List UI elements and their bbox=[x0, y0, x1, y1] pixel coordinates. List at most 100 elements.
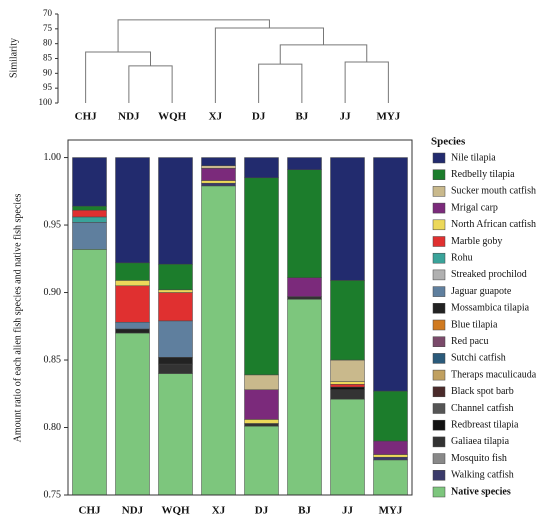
legend-label: Jaguar guapote bbox=[451, 286, 512, 297]
bar-segment bbox=[115, 332, 150, 496]
legend-swatch bbox=[432, 303, 446, 314]
legend-swatch bbox=[432, 252, 446, 264]
bar-segment bbox=[115, 321, 150, 330]
bar-segment bbox=[330, 398, 365, 496]
bar-segment bbox=[287, 299, 322, 496]
bar-segment bbox=[158, 320, 193, 358]
legend-title: Species bbox=[431, 136, 466, 148]
legend-swatch bbox=[432, 453, 446, 464]
bar-segment bbox=[72, 249, 107, 496]
y-tick-label: 70 bbox=[43, 8, 53, 18]
leaf-label: WQH bbox=[158, 111, 187, 123]
bar-segment bbox=[244, 419, 279, 424]
bar-segment bbox=[244, 389, 279, 420]
x-tick-label: CHJ bbox=[79, 505, 102, 517]
dendrogram-link bbox=[128, 65, 173, 103]
legend-swatch bbox=[432, 152, 446, 164]
legend-label: North African catfish bbox=[451, 219, 536, 230]
y-tick-label: 0.75 bbox=[44, 489, 62, 500]
bar-segment bbox=[244, 157, 279, 179]
y-tick-label: 0.90 bbox=[44, 287, 62, 298]
bar-segment bbox=[158, 292, 193, 322]
leaf-label: NDJ bbox=[118, 111, 140, 123]
bar-segment bbox=[373, 157, 408, 392]
bar-segment bbox=[201, 165, 236, 169]
leaf-label: XJ bbox=[209, 111, 223, 123]
x-tick-label: WQH bbox=[161, 505, 190, 517]
bar-segment bbox=[115, 262, 150, 281]
legend-label: Rohu bbox=[451, 252, 473, 263]
legend-swatch bbox=[432, 169, 446, 180]
bar-segment bbox=[287, 277, 322, 297]
dendrogram-link bbox=[85, 51, 151, 103]
legend-label: Nile tilapia bbox=[451, 152, 496, 163]
x-tick-label: MYJ bbox=[379, 505, 403, 517]
bar-segment bbox=[330, 384, 365, 388]
legend-label: Streaked prochilod bbox=[451, 269, 527, 280]
plot-frame bbox=[67, 139, 413, 496]
legend-swatch bbox=[432, 186, 446, 197]
bar-segment bbox=[244, 177, 279, 376]
legend-swatch bbox=[432, 470, 446, 481]
x-tick-label: BJ bbox=[298, 505, 311, 517]
bar-y-label: Amount ratio of each alien fish species … bbox=[12, 193, 23, 442]
legend-label: Red pacu bbox=[451, 336, 489, 347]
legend-swatch bbox=[432, 202, 446, 214]
bar-segment bbox=[201, 185, 236, 496]
legend-swatch bbox=[432, 403, 446, 414]
y-tick-label: 85 bbox=[43, 53, 53, 63]
leaf-label: BJ bbox=[295, 111, 308, 123]
bar-segment bbox=[158, 157, 193, 265]
legend-label: Sucker mouth catfish bbox=[451, 186, 536, 197]
dendrogram-link bbox=[258, 63, 303, 103]
legend-label: Redbreast tilapia bbox=[451, 419, 519, 430]
y-tick-label: 0.80 bbox=[44, 422, 62, 433]
bar-segment bbox=[115, 328, 150, 334]
dendrogram-y-label: Similarity bbox=[8, 38, 19, 78]
legend-swatch bbox=[432, 386, 446, 398]
legend-swatch bbox=[432, 369, 446, 381]
bar-segment bbox=[201, 180, 236, 184]
leaf-label: CHJ bbox=[75, 111, 98, 123]
y-tick-label: 75 bbox=[43, 23, 53, 33]
dendrogram-link bbox=[214, 27, 324, 103]
y-tick-label: 80 bbox=[43, 38, 53, 48]
legend-label: Black spot barb bbox=[451, 386, 514, 397]
legend-swatch bbox=[432, 336, 446, 347]
bar-segment bbox=[158, 289, 193, 293]
bar-segment bbox=[244, 425, 279, 496]
leaf-label: JJ bbox=[340, 111, 352, 123]
x-tick-label: DJ bbox=[255, 505, 269, 517]
dendrogram-link bbox=[344, 61, 389, 103]
bar-segment bbox=[244, 374, 279, 390]
dendrogram-link bbox=[117, 19, 270, 52]
legend-label: Redbelly tilapia bbox=[451, 169, 515, 180]
bar-segment bbox=[158, 363, 193, 374]
y-tick-label: 95 bbox=[43, 82, 53, 92]
bar-segment bbox=[330, 157, 365, 281]
legend-swatch bbox=[432, 269, 446, 281]
leaf-label: MYJ bbox=[376, 111, 400, 123]
legend-swatch bbox=[432, 236, 446, 247]
legend-label: Walking catfish bbox=[451, 470, 514, 481]
legend-swatch bbox=[432, 436, 446, 448]
legend-label: Channel catfish bbox=[451, 403, 513, 414]
bar-segment bbox=[115, 157, 150, 264]
bar-segment bbox=[72, 209, 107, 218]
bar-segment bbox=[373, 454, 408, 458]
legend-swatch bbox=[432, 319, 446, 331]
y-tick-label: 0.85 bbox=[44, 354, 62, 365]
bar-segment bbox=[158, 263, 193, 291]
bar-segment bbox=[72, 157, 107, 207]
y-tick-label: 100 bbox=[39, 97, 53, 107]
legend-label: Blue tilapia bbox=[451, 319, 498, 330]
legend-label: Mrigal carp bbox=[451, 202, 498, 213]
x-tick-label: NDJ bbox=[122, 505, 144, 517]
bar-segment bbox=[330, 386, 365, 390]
legend-label: Native species bbox=[451, 486, 511, 497]
y-tick-label: 90 bbox=[43, 67, 53, 77]
legend-label: Mossambica tilapia bbox=[451, 303, 530, 314]
bar-segment bbox=[373, 459, 408, 496]
bar-segment bbox=[201, 168, 236, 181]
bar-segment bbox=[287, 157, 322, 170]
